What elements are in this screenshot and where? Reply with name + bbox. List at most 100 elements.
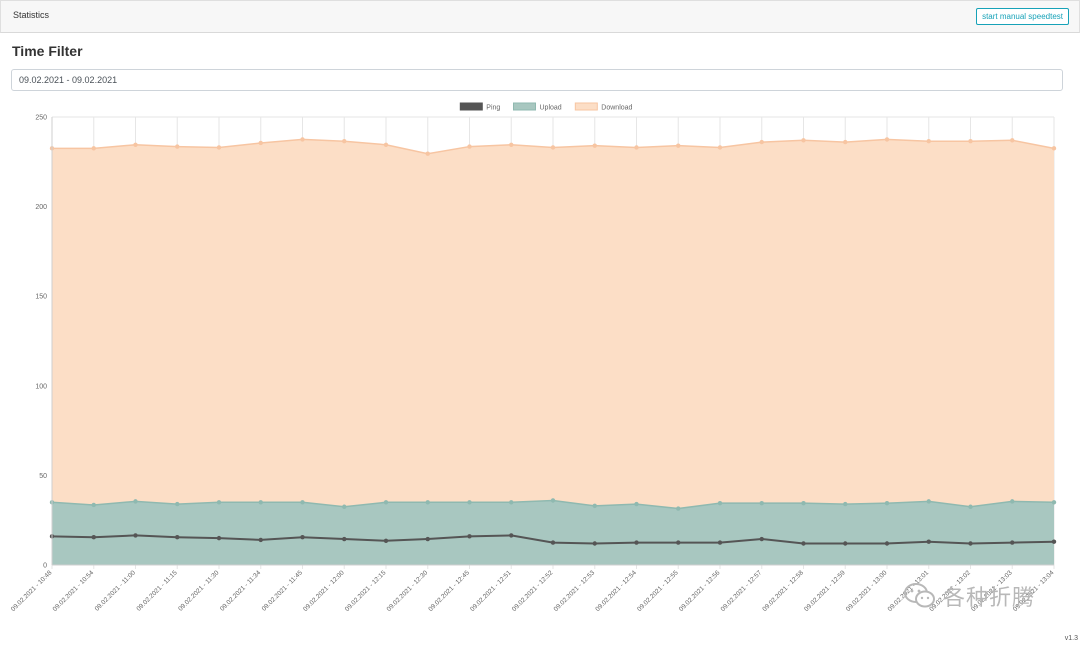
upload-point bbox=[383, 500, 389, 505]
download-point bbox=[759, 139, 764, 145]
ping-point bbox=[759, 536, 764, 542]
x-tick-label: 09.02.2021 - 11:15 bbox=[135, 569, 178, 612]
ping-point bbox=[926, 539, 931, 544]
ping-point bbox=[676, 540, 681, 545]
upload-point bbox=[759, 500, 764, 506]
ping-legend-swatch bbox=[459, 102, 483, 111]
download-point bbox=[258, 140, 263, 146]
version-label: v1.3 bbox=[1064, 635, 1078, 642]
ping-point bbox=[884, 541, 890, 546]
ping-point bbox=[133, 533, 138, 538]
download-point bbox=[843, 139, 848, 145]
download-point bbox=[550, 145, 556, 150]
x-tick-label: 09.02.2021 - 11:45 bbox=[261, 569, 304, 612]
download-point bbox=[926, 138, 931, 144]
download-point bbox=[425, 151, 430, 156]
download-point bbox=[383, 142, 389, 147]
download-point bbox=[175, 144, 180, 149]
download-point bbox=[467, 144, 472, 149]
ping-point bbox=[1051, 539, 1057, 544]
download-legend-swatch bbox=[574, 102, 598, 111]
ping-legend-label: Ping bbox=[486, 105, 500, 112]
ping-point bbox=[300, 535, 305, 540]
x-tick-label: 09.02.2021 - 12:45 bbox=[427, 569, 471, 613]
upload-point bbox=[1010, 499, 1015, 504]
y-tick-label: 0 bbox=[43, 563, 47, 570]
x-tick-label: 09.02.2021 - 12:30 bbox=[386, 569, 430, 613]
download-point bbox=[634, 145, 639, 150]
header-bar: Statistics start manual speedtest bbox=[0, 0, 1080, 33]
upload-legend-label: Upload bbox=[540, 105, 562, 112]
x-tick-label: 09.02.2021 - 12:53 bbox=[553, 569, 597, 613]
ping-point bbox=[843, 541, 848, 546]
x-tick-label: 09.02.2021 - 12:52 bbox=[511, 569, 555, 613]
upload-point bbox=[467, 500, 472, 505]
upload-point bbox=[1051, 500, 1057, 505]
upload-legend-swatch bbox=[513, 102, 536, 111]
x-tick-label: 09.02.2021 - 11:34 bbox=[219, 569, 262, 612]
upload-point bbox=[676, 506, 681, 511]
y-tick-label: 150 bbox=[35, 294, 47, 301]
start-speedtest-button[interactable]: start manual speedtest bbox=[976, 8, 1069, 25]
download-point bbox=[592, 143, 597, 148]
download-point bbox=[1051, 146, 1057, 151]
upload-point bbox=[592, 503, 597, 509]
download-legend-label: Download bbox=[601, 105, 632, 112]
ping-point bbox=[801, 541, 806, 546]
x-tick-label: 09.02.2021 - 10:48 bbox=[10, 569, 54, 613]
download-point bbox=[1010, 138, 1015, 143]
y-axis: 0 50 100 150 200 250 bbox=[35, 115, 53, 570]
time-filter-heading: Time Filter bbox=[12, 43, 83, 59]
upload-point bbox=[258, 500, 263, 505]
download-point bbox=[300, 137, 305, 142]
download-point bbox=[216, 145, 222, 150]
ping-point bbox=[509, 533, 514, 538]
ping-point bbox=[342, 536, 347, 542]
ping-point bbox=[258, 537, 263, 543]
x-tick-label: 09.02.2021 - 12:55 bbox=[636, 569, 680, 613]
x-tick-label: 09.02.2021 - 12:59 bbox=[803, 569, 847, 613]
chart-areas bbox=[52, 139, 1054, 565]
upload-point bbox=[175, 501, 180, 507]
x-tick-label: 09.02.2021 - 11:30 bbox=[177, 569, 220, 612]
ping-point bbox=[1010, 540, 1015, 545]
download-point bbox=[717, 145, 723, 150]
x-tick-label: 09.02.2021 - 11:00 bbox=[94, 569, 137, 612]
download-point bbox=[968, 138, 973, 144]
x-tick-label: 09.02.2021 - 13:02 bbox=[928, 569, 972, 613]
upload-area bbox=[52, 500, 1054, 565]
ping-point bbox=[91, 535, 96, 540]
x-tick-label: 09.02.2021 - 12:00 bbox=[302, 569, 346, 613]
x-tick-label: 09.02.2021 - 12:57 bbox=[720, 569, 764, 613]
y-tick-label: 200 bbox=[35, 204, 47, 211]
upload-point bbox=[509, 500, 514, 505]
download-point bbox=[133, 142, 138, 147]
upload-point bbox=[300, 500, 305, 505]
x-tick-label: 09.02.2021 - 12:15 bbox=[344, 569, 388, 613]
ping-point bbox=[216, 535, 222, 541]
ping-point bbox=[425, 536, 430, 542]
ping-point bbox=[467, 534, 472, 539]
upload-point bbox=[884, 500, 890, 506]
upload-point bbox=[550, 498, 556, 503]
upload-point bbox=[717, 500, 723, 506]
x-tick-label: 09.02.2021 - 10:54 bbox=[52, 569, 96, 613]
download-point bbox=[509, 142, 514, 147]
x-tick-label: 09.02.2021 - 12:58 bbox=[761, 569, 805, 613]
y-tick-label: 50 bbox=[39, 473, 47, 480]
download-point bbox=[801, 138, 806, 143]
x-tick-label: 09.02.2021 - 13:04 bbox=[1012, 569, 1056, 613]
ping-point bbox=[550, 540, 556, 545]
ping-point bbox=[634, 540, 639, 545]
x-tick-label: 09.02.2021 - 12:54 bbox=[594, 569, 638, 613]
upload-point bbox=[801, 500, 806, 506]
ping-point bbox=[717, 540, 723, 545]
speed-chart: Ping Upload Download 0 50 100 150 200 250 09.02… bbox=[10, 102, 1057, 613]
y-tick-label: 250 bbox=[35, 115, 47, 122]
download-area bbox=[52, 139, 1054, 565]
download-point bbox=[884, 137, 890, 142]
x-tick-label: 09.02.2021 - 12:56 bbox=[678, 569, 722, 613]
date-range-input[interactable] bbox=[11, 69, 1063, 91]
upload-point bbox=[216, 500, 222, 505]
